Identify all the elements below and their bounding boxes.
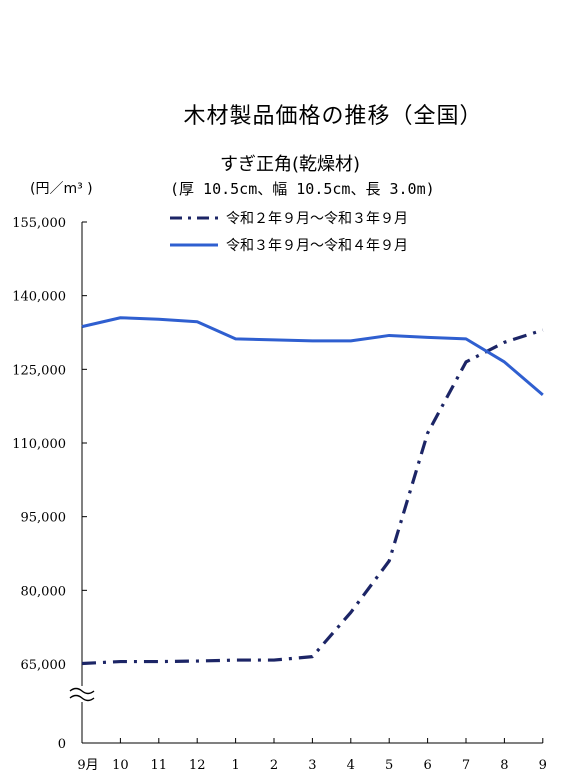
x-tick-label: 12 [189, 758, 206, 773]
legend-label-1: 令和２年９月～令和３年９月 [226, 211, 408, 227]
x-tick-label: 10 [112, 758, 129, 773]
series-line-1 [81, 328, 544, 666]
x-tick-label: 4 [347, 758, 355, 773]
y-tick-label: 110,000 [12, 437, 66, 452]
y-axis-unit-label: (円／m³ ) [30, 181, 93, 197]
y-axis-ticks: 0 65,000 80,000 95,000 110,000 125,000 140,000… [12, 216, 87, 752]
chart-subtitle: すぎ正角(乾燥材) [220, 154, 361, 175]
y-tick-label: 80,000 [21, 584, 67, 599]
y-tick-label: 95,000 [21, 511, 67, 526]
x-tick-label: 6 [423, 758, 431, 773]
x-tick-label: 3 [308, 758, 316, 773]
product-spec-label: (厚 10.5cm、幅 10.5cm、長 3.0m) [170, 180, 435, 198]
y-tick-label: 140,000 [12, 290, 66, 305]
x-tick-label: 2 [270, 758, 278, 773]
x-tick-label: 8 [500, 758, 508, 773]
chart-title: 木材製品価格の推移（全国） [183, 104, 483, 129]
chart-axes [68, 222, 543, 744]
y-tick-label: 155,000 [12, 216, 66, 231]
axis-break-icon [68, 686, 96, 702]
legend-label-2: 令和３年９月～令和４年９月 [226, 238, 408, 254]
chart-series [81, 316, 544, 666]
x-tick-label: 9 [539, 758, 547, 773]
x-tick-label: 1 [231, 758, 239, 773]
y-tick-label: 65,000 [21, 658, 67, 673]
x-tick-label: 9月 [77, 758, 98, 773]
series-line-2 [81, 316, 544, 397]
y-tick-label: 125,000 [12, 363, 66, 378]
x-tick-label: 7 [462, 758, 470, 773]
x-tick-label: 5 [385, 758, 393, 773]
y-tick-label: 0 [58, 737, 66, 752]
x-tick-label: 11 [151, 758, 168, 773]
x-axis-ticks: 9月 10 11 12 1 2 3 4 5 6 7 8 9 [77, 738, 547, 773]
